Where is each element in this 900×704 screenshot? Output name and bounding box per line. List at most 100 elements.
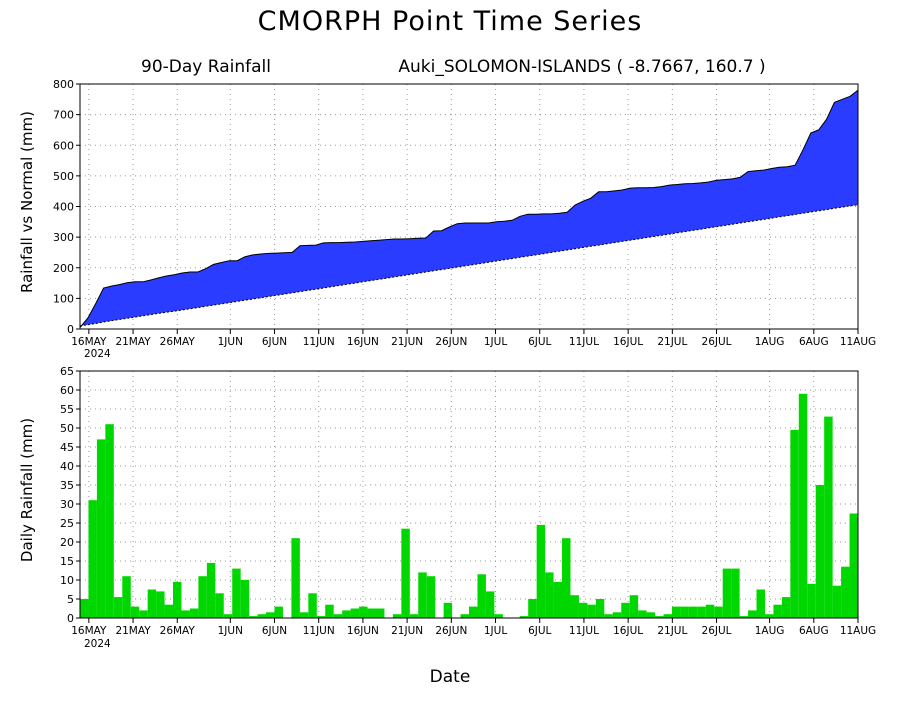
bottom-ytick-label: 40 (60, 460, 74, 473)
daily-rainfall-bar (528, 599, 537, 618)
daily-rainfall-bar (113, 597, 123, 618)
daily-rainfall-bar (494, 614, 503, 618)
bottom-xtick-label: 11AUG (840, 625, 876, 637)
top-xtick-label: 6JUN (262, 336, 287, 348)
daily-rainfall-bar (485, 591, 495, 618)
top-xtick-label: 1JUL (484, 336, 507, 348)
daily-rainfall-bar (815, 485, 825, 618)
bottom-ytick-label: 10 (60, 574, 74, 587)
top-xtick-label: 11JUN (303, 336, 335, 348)
top-ytick-label: 800 (53, 78, 74, 91)
daily-rainfall-bar (409, 614, 419, 618)
top-ytick-label: 300 (53, 231, 74, 244)
x-axis-label: Date (430, 667, 471, 687)
daily-rainfall-bar (671, 606, 681, 618)
daily-rainfall-bar (80, 599, 89, 618)
daily-rainfall-bar (790, 429, 799, 618)
top-xtick-label: 6AUG (799, 336, 829, 348)
bottom-ytick-label: 55 (60, 403, 74, 416)
rainfall-vs-normal-area (80, 90, 858, 328)
daily-rainfall-bar (536, 524, 546, 618)
daily-rainfall-bar (274, 606, 283, 618)
daily-rainfall-bar (621, 602, 630, 618)
daily-rainfall-bar (316, 616, 326, 618)
daily-rainfall-bar (443, 602, 453, 618)
daily-rainfall-bar (189, 608, 199, 618)
daily-rainfall-bar (147, 589, 157, 618)
daily-rainfall-bar (841, 566, 850, 618)
bottom-y-axis-label: Daily Rainfall (mm) (18, 418, 36, 562)
bottom-ytick-label: 35 (60, 479, 74, 492)
daily-rainfall-bar (731, 568, 740, 618)
top-xtick-label: 21MAY (115, 336, 151, 348)
daily-rainfall-panel: 0 5 10 15 20 25 30 35 40 45 50 55 60 65 16MAY 21MAY 26M… (18, 365, 876, 650)
top-xtick-label: 16MAY (71, 336, 107, 348)
daily-rainfall-bar (392, 614, 402, 618)
chart-subtitle-right: Auki_SOLOMON-ISLANDS ( -8.7667, 160.7 ) (398, 57, 765, 77)
top-ytick-label: 700 (53, 109, 74, 122)
daily-rainfall-bar (655, 616, 664, 618)
daily-rainfall-bar (375, 608, 385, 618)
daily-rainfall-bar (553, 581, 563, 618)
daily-rainfall-bar (257, 614, 267, 618)
daily-rainfall-bar (139, 610, 148, 618)
daily-rainfall-bar (595, 599, 605, 618)
top-xtick-label: 21JUL (657, 336, 687, 348)
top-xtick-label: 1JUN (218, 336, 243, 348)
normal-rainfall-line (79, 204, 859, 327)
chart-subtitle-left: 90-Day Rainfall (141, 57, 271, 77)
daily-rainfall-bar (680, 606, 689, 618)
daily-rainfall-bar (299, 612, 309, 618)
daily-rainfall-bar (215, 593, 224, 618)
daily-rainfall-bar (798, 393, 808, 618)
top-y-axis-label: Rainfall vs Normal (mm) (18, 111, 36, 293)
bottom-ytick-label: 20 (60, 536, 74, 549)
daily-rainfall-bar (367, 608, 376, 618)
bottom-ytick-label: 45 (60, 441, 74, 454)
bottom-xtick-label: 1AUG (755, 625, 785, 637)
daily-rainfall-bar (173, 581, 182, 618)
daily-rainfall-bar (773, 604, 782, 618)
bottom-xtick-label: 26JUN (435, 625, 467, 637)
top-year-label: 2024 (84, 348, 111, 360)
bottom-xtick-label: 16MAY (71, 625, 107, 637)
bottom-plot-frame (79, 370, 859, 619)
daily-rainfall-bar (781, 597, 791, 618)
daily-rainfall-bar (714, 606, 723, 618)
top-xtick-label: 21JUN (391, 336, 423, 348)
daily-rainfall-bar (460, 614, 469, 618)
daily-rainfall-bar (663, 614, 672, 618)
daily-rainfall-bar (223, 614, 233, 618)
daily-rainfall-bar (249, 616, 258, 618)
daily-rainfall-bar (739, 616, 749, 618)
top-ytick-label: 0 (67, 323, 74, 336)
bottom-ytick-label: 0 (67, 612, 74, 625)
bottom-xtick-label: 11JUN (303, 625, 335, 637)
bottom-xtick-label: 21JUN (391, 625, 423, 637)
daily-rainfall-bar (426, 576, 436, 618)
daily-rainfall-bar (629, 595, 639, 618)
bottom-xtick-label: 16JUL (613, 625, 643, 637)
daily-rainfall-bar (612, 612, 622, 618)
top-xtick-label: 26JUN (435, 336, 467, 348)
daily-rainfall-bar (697, 606, 706, 618)
daily-rainfall-bar (562, 538, 571, 618)
daily-rainfall-bar (130, 606, 140, 618)
daily-rainfall-bar (764, 614, 774, 618)
actual-rainfall-line (79, 89, 859, 328)
daily-rainfall-bar (705, 604, 715, 618)
daily-rainfall-bar (88, 500, 97, 618)
daily-rainfall-bar (232, 568, 241, 618)
daily-rainfall-bar (350, 608, 360, 618)
daily-rainfall-bar (156, 591, 165, 618)
daily-rainfall-bar (638, 610, 647, 618)
daily-rainfall-bar (308, 593, 317, 618)
bottom-ytick-label: 65 (60, 365, 74, 378)
daily-rainfall-bar (206, 562, 216, 618)
daily-rainfall-bar (342, 610, 351, 618)
top-ytick-label: 100 (53, 292, 74, 305)
top-xtick-label: 11AUG (840, 336, 876, 348)
daily-rainfall-bar (164, 604, 174, 618)
daily-rainfall-bar (96, 439, 106, 618)
